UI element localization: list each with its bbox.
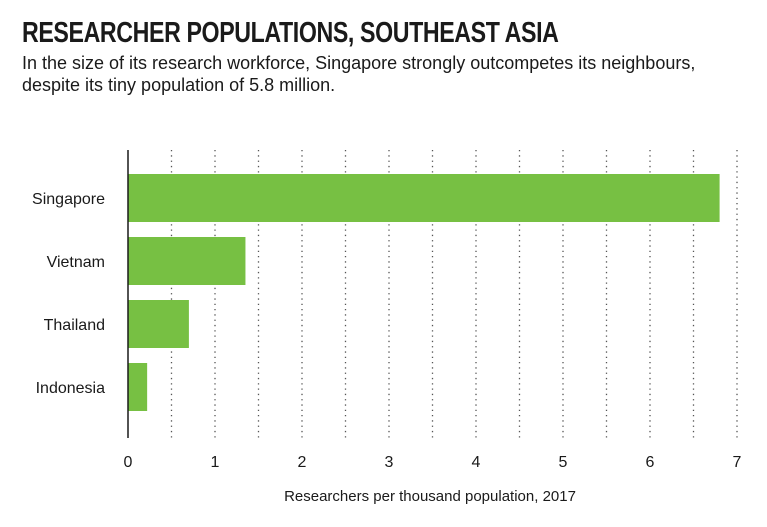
- x-tick-label: 2: [298, 454, 307, 471]
- bar: [128, 300, 189, 348]
- category-label: Singapore: [32, 191, 105, 208]
- x-tick-label: 1: [211, 454, 220, 471]
- category-label: Indonesia: [36, 380, 105, 397]
- category-label: Vietnam: [47, 254, 105, 271]
- x-axis-title: Researchers per thousand population, 201…: [284, 488, 576, 505]
- chart-title: RESEARCHER POPULATIONS, SOUTHEAST ASIA: [22, 17, 559, 49]
- x-tick-label: 0: [124, 454, 133, 471]
- x-tick-label: 7: [733, 454, 742, 471]
- bars: [128, 174, 720, 411]
- category-labels: Singapore Vietnam Thailand Indonesia: [32, 191, 105, 397]
- chart-subtitle: In the size of its research workforce, S…: [22, 53, 696, 95]
- x-tick-label: 3: [385, 454, 394, 471]
- x-tick-labels: 0 1 2 3 4 5 6 7: [124, 454, 742, 471]
- x-tick-label: 6: [646, 454, 655, 471]
- bar: [128, 174, 720, 222]
- category-label: Thailand: [44, 317, 105, 334]
- bar: [128, 237, 246, 285]
- bar: [128, 363, 148, 411]
- x-tick-label: 5: [559, 454, 568, 471]
- x-tick-label: 4: [472, 454, 481, 471]
